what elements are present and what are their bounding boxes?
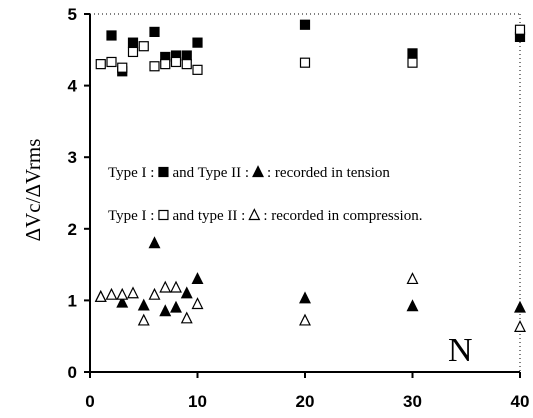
y-tick-label: 5	[68, 5, 77, 24]
open-triangle-point	[116, 287, 129, 300]
filled-square-point	[192, 37, 203, 48]
open-triangle-point	[105, 287, 118, 300]
y-tick-label: 2	[68, 220, 77, 239]
open-square-point	[117, 62, 128, 73]
open-triangle-point	[514, 320, 526, 332]
legend-text-after: : recorded in compression.	[263, 208, 422, 224]
open-triangle-point	[170, 280, 182, 293]
filled-triangle-point	[514, 300, 526, 313]
y-tick-label: 1	[68, 291, 77, 310]
open-square-point	[106, 56, 117, 68]
open-triangle-point	[127, 286, 139, 299]
y-tick-label: 4	[68, 77, 78, 96]
legend-filled-triangle-marker	[252, 165, 264, 178]
x-axis-label: N	[448, 332, 473, 369]
filled-triangle-point	[170, 300, 182, 313]
open-square-point	[407, 57, 418, 68]
open-square-point	[192, 64, 203, 75]
x-tick-label: 10	[188, 392, 207, 411]
open-triangle-point	[299, 313, 311, 326]
legend-open-triangle-marker	[248, 208, 261, 221]
filled-triangle-point	[180, 286, 193, 299]
y-tick-label: 0	[68, 363, 77, 382]
open-square-point	[170, 56, 182, 68]
open-square-point	[149, 61, 160, 72]
legend-text-mid: and type II :	[172, 208, 245, 224]
x-tick-label: 0	[85, 392, 94, 411]
x-tick-label: 20	[296, 392, 315, 411]
legend-text-before: Type I :	[108, 208, 154, 224]
open-triangle-point	[137, 313, 150, 326]
legend-row-compression: Type I : and type II : : recorded in comp…	[108, 208, 422, 224]
filled-square-point	[181, 50, 192, 61]
filled-square-point	[299, 19, 311, 30]
filled-triangle-point	[137, 298, 150, 311]
legend-row-tension: Type I : and Type II : : recorded in tens…	[108, 165, 390, 181]
legend-filled-square-marker	[158, 166, 169, 178]
filled-triangle-point	[299, 291, 311, 304]
open-square-point	[95, 59, 106, 70]
filled-triangle-point	[406, 299, 419, 312]
legend: Type I : and Type II : : recorded in tens…	[108, 165, 422, 224]
filled-triangle-point	[116, 295, 129, 308]
open-square-point	[514, 24, 526, 35]
filled-square-point	[127, 37, 139, 48]
legend-text-mid: and Type II :	[172, 165, 249, 181]
legend-text-after: : recorded in tension	[267, 165, 390, 181]
open-triangle-point	[148, 287, 161, 300]
open-triangle-point	[180, 311, 193, 324]
open-square-point	[299, 57, 311, 68]
open-triangle-point	[94, 289, 107, 302]
legend-text-before: Type I :	[108, 165, 154, 181]
open-triangle-point	[159, 280, 172, 293]
filled-triangle-point	[148, 236, 161, 249]
x-tick-label: 40	[511, 392, 530, 411]
filled-square-point	[407, 48, 418, 59]
open-square-point	[160, 59, 171, 70]
y-axis-label: ΔVc/ΔVrms	[21, 139, 45, 242]
open-triangle-point	[406, 272, 419, 285]
filled-triangle-point	[159, 304, 172, 317]
open-square-point	[181, 59, 192, 70]
y-tick-label: 3	[68, 148, 77, 167]
x-tick-label: 30	[403, 392, 422, 411]
filled-square-point	[149, 26, 160, 37]
legend-open-square-marker	[158, 209, 169, 221]
filled-square-point	[106, 30, 117, 41]
open-triangle-point	[191, 297, 204, 310]
open-square-point	[127, 46, 139, 58]
open-square-point	[138, 41, 149, 52]
filled-triangle-point	[191, 272, 204, 285]
